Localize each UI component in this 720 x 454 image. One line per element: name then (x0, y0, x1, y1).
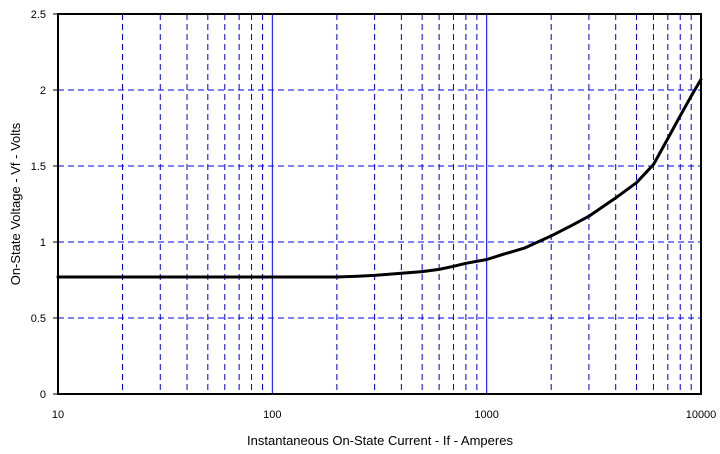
y-tick-label: 1.5 (31, 161, 46, 173)
series-layer (56, 77, 703, 279)
y-tick-label: 2 (40, 85, 46, 97)
y-tick-label: 1 (40, 237, 46, 249)
x-tick-label: 1000 (474, 409, 498, 421)
plot-frame (57, 13, 702, 395)
x-tick-label: 10000 (686, 409, 717, 421)
y-axis-ticks: 0 0.5 1 1.5 2 2.5 (31, 9, 58, 401)
x-axis-title: Instantaneous On-State Current - If - Am… (247, 433, 513, 448)
series-line (56, 77, 703, 279)
y-tick-label: 2.5 (31, 9, 46, 21)
y-axis-title: On-State Voltage - Vf - Volts (8, 122, 23, 285)
grid-lines (57, 13, 702, 395)
x-axis-ticks: 10 100 1000 10000 (52, 409, 716, 421)
x-tick-label: 100 (263, 409, 281, 421)
y-tick-label: 0 (40, 389, 46, 401)
x-tick-label: 10 (52, 409, 64, 421)
y-tick-label: 0.5 (31, 313, 46, 325)
